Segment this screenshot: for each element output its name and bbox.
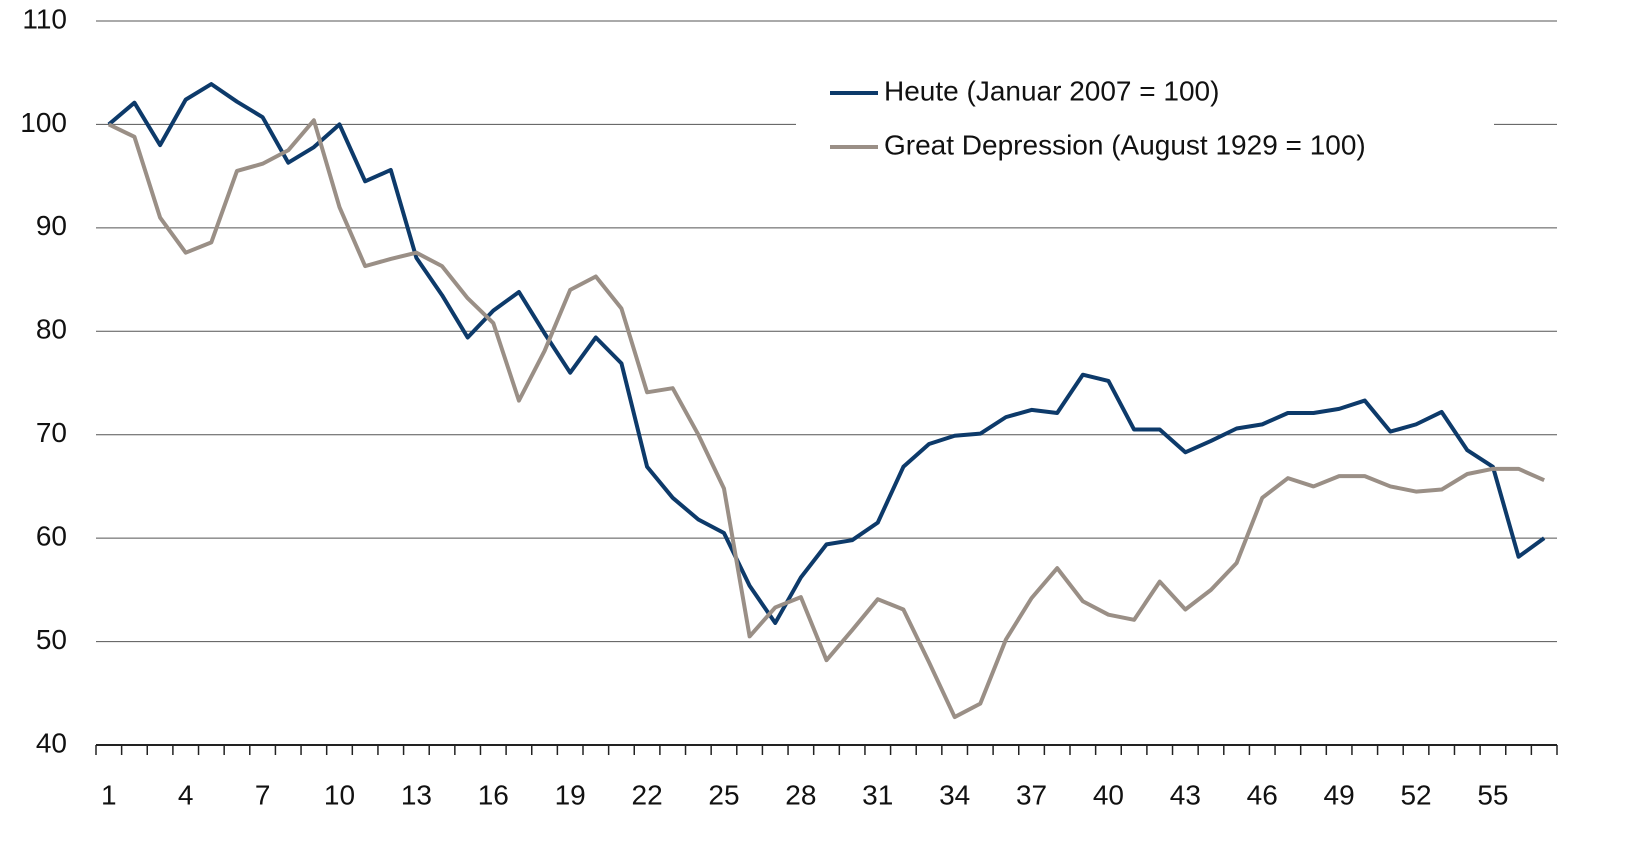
x-tick-label: 7 [255, 779, 271, 810]
x-tick-label: 25 [708, 779, 739, 810]
legend-background [796, 62, 1494, 174]
legend-label: Heute (Januar 2007 = 100) [884, 75, 1219, 106]
x-tick-label: 19 [555, 779, 586, 810]
x-tick-label: 40 [1093, 779, 1124, 810]
x-tick-label: 34 [939, 779, 970, 810]
y-tick-label: 80 [36, 314, 67, 345]
x-tick-label: 55 [1477, 779, 1508, 810]
x-tick-label: 28 [785, 779, 816, 810]
y-tick-label: 100 [20, 107, 67, 138]
series-line [107, 118, 1545, 720]
y-tick-label: 40 [36, 727, 67, 758]
y-tick-label: 90 [36, 210, 67, 241]
legend-label: Great Depression (August 1929 = 100) [884, 129, 1366, 160]
x-tick-label: 46 [1247, 779, 1278, 810]
legend [796, 62, 1494, 174]
x-tick-label: 37 [1016, 779, 1047, 810]
y-tick-label: 60 [36, 521, 67, 552]
x-tick-label: 10 [324, 779, 355, 810]
x-tick-label: 49 [1324, 779, 1355, 810]
x-tick-label: 52 [1400, 779, 1431, 810]
series-line [107, 82, 1546, 625]
x-tick-label: 22 [632, 779, 663, 810]
x-tick-label: 13 [401, 779, 432, 810]
x-tick-label: 1 [101, 779, 117, 810]
x-tick-label: 16 [478, 779, 509, 810]
x-tick-label: 31 [862, 779, 893, 810]
x-tick-label: 43 [1170, 779, 1201, 810]
y-tick-label: 50 [36, 624, 67, 655]
y-tick-label: 70 [36, 417, 67, 448]
y-tick-label: 110 [22, 3, 67, 34]
x-tick-label: 4 [178, 779, 194, 810]
